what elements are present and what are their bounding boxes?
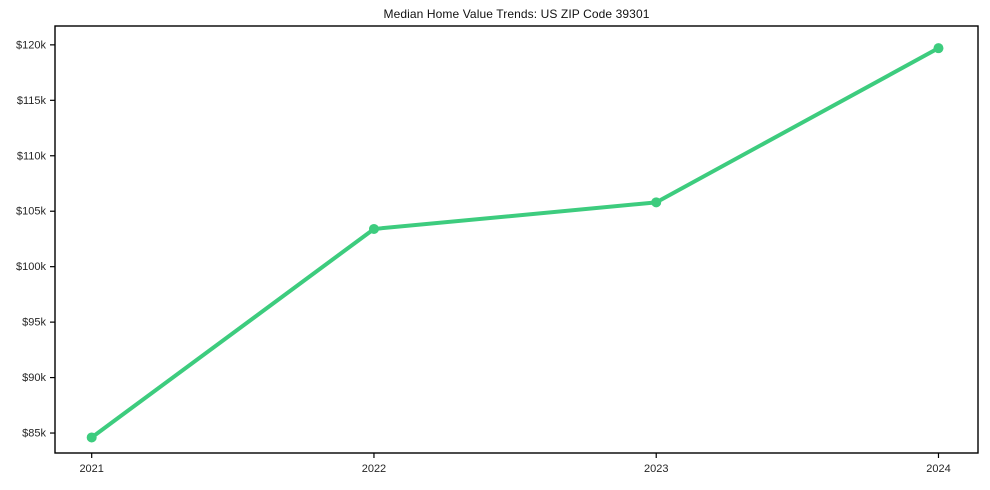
plot-border	[54, 25, 979, 454]
y-tick-label: $100k	[16, 261, 46, 273]
y-tick-label: $90k	[22, 372, 46, 384]
data-line	[89, 46, 941, 440]
data-point-marker	[86, 432, 97, 443]
chart-title: Median Home Value Trends: US ZIP Code 39…	[383, 7, 650, 21]
x-tick-label: 2021	[79, 463, 103, 475]
x-tick-label: 2022	[362, 463, 386, 475]
data-point-marker	[933, 43, 944, 54]
y-tick-label: $120k	[16, 39, 46, 51]
data-point-marker	[368, 223, 379, 234]
y-tick-label: $105k	[16, 206, 46, 218]
y-tick-label: $85k	[22, 428, 46, 440]
data-point-marker	[651, 197, 662, 208]
y-tick-label: $110k	[17, 150, 47, 162]
x-tick-label: 2024	[926, 463, 950, 475]
y-tick-label: $115k	[17, 95, 47, 107]
x-tick-label: 2023	[644, 463, 668, 475]
y-tick-label: $95k	[22, 317, 46, 329]
